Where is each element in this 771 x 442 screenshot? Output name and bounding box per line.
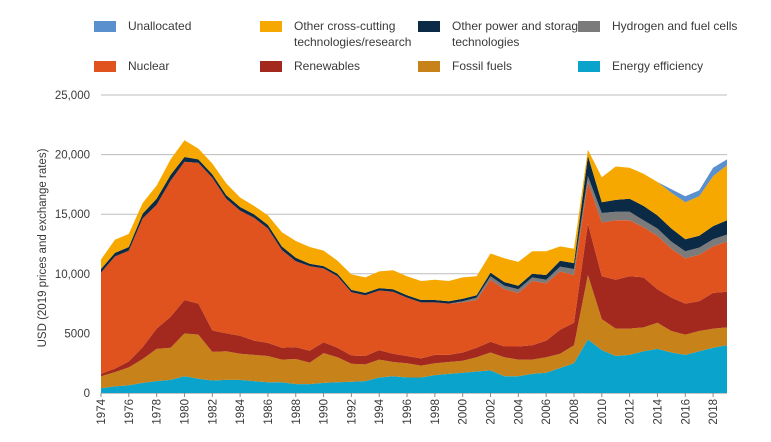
legend-item-hydrogen-and-fuel-cells: Hydrogen and fuel cells [578, 18, 762, 34]
y-tick-label: 20,000 [55, 150, 90, 162]
area-renewables [101, 223, 727, 377]
legend-item-energy-efficiency: Energy efficiency [578, 58, 762, 74]
x-tick-label: 1984 [235, 398, 247, 424]
area-other-cross-cutting-technologies-research [101, 140, 727, 302]
legend-label: Other cross-cutting technologies/researc… [294, 19, 412, 49]
legend-swatch [94, 21, 116, 32]
x-tick-label: 1998 [430, 399, 442, 425]
legend-label: Energy efficiency [612, 59, 704, 73]
legend-item-other-cross-cutting-technologies-research: Other cross-cutting technologies/researc… [260, 18, 444, 50]
area-nuclear [101, 161, 727, 374]
legend-swatch [578, 21, 600, 32]
x-tick-label: 2014 [652, 398, 664, 424]
legend-label: Nuclear [128, 59, 170, 73]
legend-swatch [418, 61, 440, 72]
y-tick-label: 25,000 [55, 90, 90, 102]
x-tick-label: 1978 [152, 399, 164, 425]
x-tick-label: 1986 [263, 399, 275, 425]
legend-item-unallocated: Unallocated [94, 18, 278, 34]
legend-swatch [260, 61, 282, 72]
legend-label: Unallocated [128, 19, 192, 33]
area-series [101, 140, 727, 393]
x-tick-label: 2010 [597, 399, 609, 425]
x-tick-label: 2004 [513, 398, 525, 424]
legend-swatch [260, 21, 282, 32]
legend-swatch [578, 61, 600, 72]
x-tick-label: 2016 [680, 399, 692, 425]
y-tick-label: 15,000 [55, 209, 90, 221]
area-energy-efficiency [101, 339, 727, 393]
x-tick-label: 2000 [458, 399, 470, 425]
chart-legend: Unallocated Other cross-cutting technolog… [0, 0, 771, 90]
legend-item-other-power-and-storage-technologies: Other power and storage technologies [418, 18, 602, 50]
x-tick-label: 2002 [486, 399, 498, 425]
legend-label: Fossil fuels [452, 59, 513, 73]
x-tick-label: 1976 [124, 399, 136, 425]
x-axis-ticks: 1974 1976 1978 1980 1982 1984 1986 1988 1990 1992… [96, 393, 720, 425]
x-tick-label: 2018 [708, 399, 720, 425]
y-tick-label: 5000 [64, 328, 90, 340]
legend-label: Renewables [294, 59, 361, 73]
y-tick-label: 0 [84, 388, 90, 400]
y-axis-ticks: 25,000 20,000 15,000 10,000 5000 0 [55, 90, 90, 400]
x-tick-label: 1974 [96, 398, 108, 424]
x-tick-label: 1996 [402, 399, 414, 425]
x-tick-label: 1980 [180, 399, 192, 425]
legend-swatch [94, 61, 116, 72]
legend-label: Hydrogen and fuel cells [612, 19, 738, 33]
x-tick-label: 1990 [319, 399, 331, 425]
x-tick-label: 2008 [569, 399, 581, 425]
legend-item-nuclear: Nuclear [94, 58, 278, 74]
area-other-power-and-storage-technologies [101, 155, 727, 304]
x-tick-label: 1994 [374, 398, 386, 424]
x-tick-label: 1982 [207, 399, 219, 425]
x-tick-label: 2006 [541, 399, 553, 425]
x-tick-label: 2012 [625, 399, 637, 425]
area-fossil-fuels [101, 275, 727, 389]
y-axis-label: USD (2019 prices and exchange rates) [37, 148, 49, 347]
legend-label: Other power and storage technologies [452, 19, 585, 49]
y-tick-label: 10,000 [55, 269, 90, 281]
legend-item-fossil-fuels: Fossil fuels [418, 58, 602, 74]
legend-swatch [418, 21, 440, 32]
legend-item-renewables: Renewables [260, 58, 444, 74]
x-tick-label: 1988 [291, 399, 303, 425]
x-tick-label: 1992 [346, 399, 358, 425]
